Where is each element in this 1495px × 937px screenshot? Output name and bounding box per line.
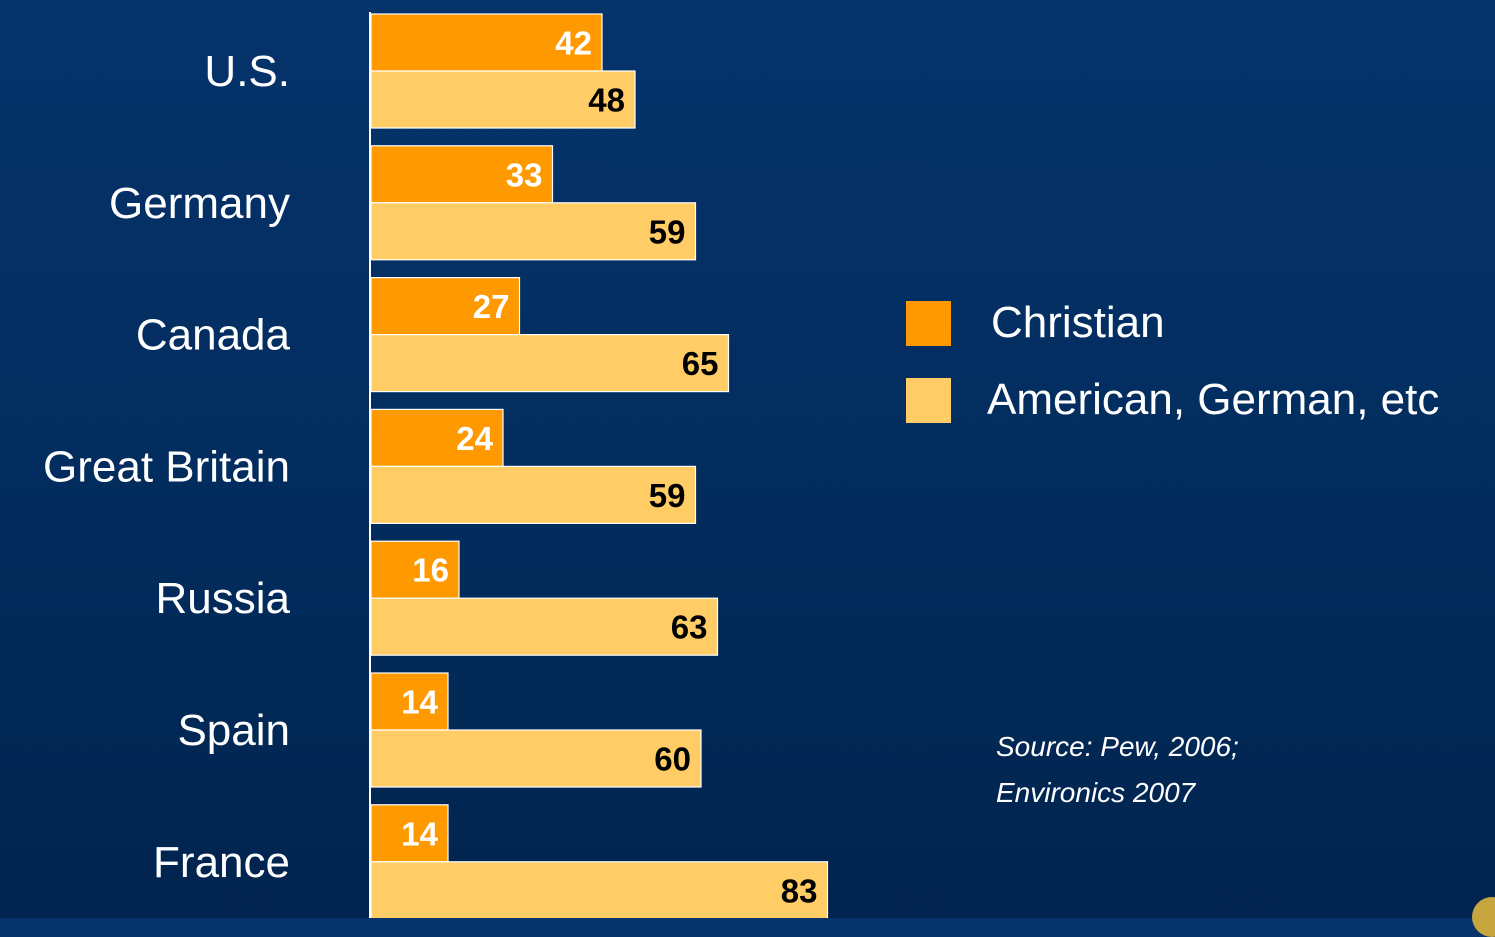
value-label-u-s-series-1: 42 bbox=[555, 25, 592, 62]
value-label-france-series-1: 14 bbox=[401, 815, 438, 852]
category-label-spain: Spain bbox=[177, 706, 290, 755]
bar-spain-series-2 bbox=[370, 729, 702, 788]
value-label-canada-series-1: 27 bbox=[473, 288, 510, 325]
category-labels: U.S. Germany Canada Great Britain Russia Spai… bbox=[43, 47, 291, 887]
value-label-france-series-2: 83 bbox=[781, 872, 818, 909]
value-label-germany-series-1: 33 bbox=[506, 156, 543, 193]
bar-germany-series-2 bbox=[370, 202, 697, 261]
legend: Christian American, German, etc bbox=[906, 300, 1439, 454]
category-label-russia: Russia bbox=[156, 574, 291, 623]
bar-canada-series-2 bbox=[370, 334, 730, 393]
legend-swatch-nationality bbox=[906, 377, 951, 423]
legend-item-christian: Christian bbox=[906, 300, 1439, 346]
value-label-great-britain-series-2: 59 bbox=[649, 477, 686, 514]
bar-canada-series-1 bbox=[370, 277, 521, 336]
bar-u-s-series-1 bbox=[370, 13, 603, 72]
value-label-spain-series-1: 14 bbox=[401, 684, 438, 721]
legend-swatch-christian bbox=[906, 300, 951, 346]
value-label-canada-series-2: 65 bbox=[682, 345, 719, 382]
category-label-france: France bbox=[153, 838, 290, 887]
value-label-germany-series-2: 59 bbox=[649, 213, 686, 250]
source-line-2: Environics 2007 bbox=[996, 777, 1196, 808]
source-line-1: Source: Pew, 2006; bbox=[996, 731, 1239, 762]
bars bbox=[370, 13, 829, 918]
bar-u-s-series-2 bbox=[370, 70, 636, 129]
legend-item-nationality: American, German, etc bbox=[906, 377, 1439, 423]
legend-label-christian: Christian bbox=[991, 298, 1165, 347]
value-labels: 42 48 33 59 27 65 24 59 16 63 14 60 14 83 bbox=[401, 25, 817, 910]
source-note: Source: Pew, 2006; Environics 2007 bbox=[996, 724, 1239, 816]
value-label-russia-series-2: 63 bbox=[671, 609, 708, 646]
category-label-canada: Canada bbox=[136, 311, 291, 360]
category-label-germany: Germany bbox=[109, 179, 290, 228]
value-label-great-britain-series-1: 24 bbox=[456, 420, 493, 457]
value-label-russia-series-1: 16 bbox=[412, 552, 449, 589]
bar-chart: U.S. Germany Canada Great Britain Russia Spai… bbox=[43, 13, 829, 918]
bar-russia-series-2 bbox=[370, 597, 719, 656]
bar-great-britain-series-2 bbox=[370, 465, 697, 524]
value-label-u-s-series-2: 48 bbox=[588, 82, 625, 119]
value-label-spain-series-2: 60 bbox=[654, 741, 691, 778]
category-label-great-britain: Great Britain bbox=[43, 442, 290, 491]
category-label-u-s: U.S. bbox=[204, 47, 290, 96]
legend-label-nationality: American, German, etc bbox=[987, 375, 1440, 424]
bar-germany-series-1 bbox=[370, 145, 554, 204]
bar-france-series-2 bbox=[370, 861, 829, 918]
